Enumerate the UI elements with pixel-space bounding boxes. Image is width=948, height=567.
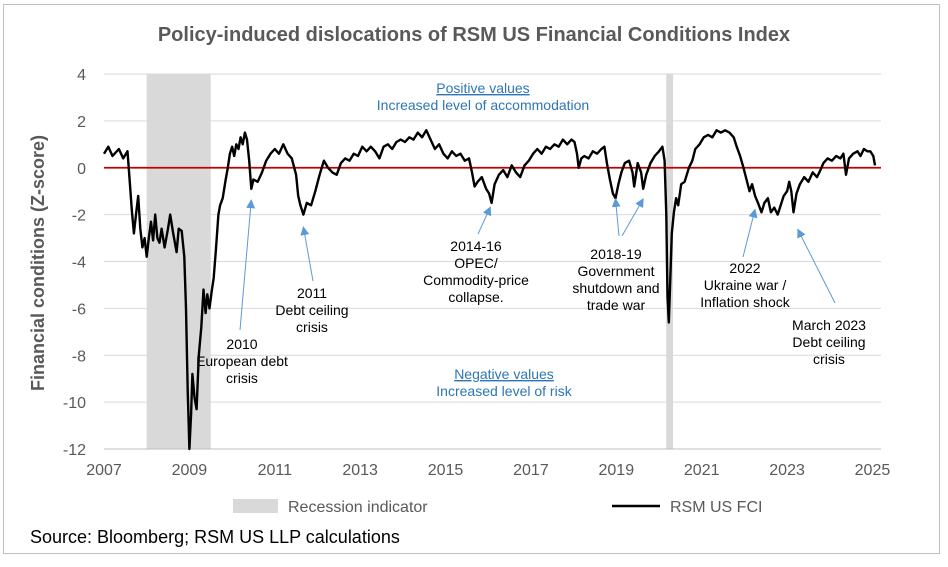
annotation-2011-line2: Debt ceiling	[275, 302, 348, 318]
y-tick-label: -2	[72, 208, 86, 225]
annotation-2011-line3: crisis	[296, 319, 328, 335]
annotation-2022: 2022 Ukraine war / Inflation shock	[700, 208, 791, 310]
top-note: Positive values Increased level of accom…	[377, 80, 589, 113]
x-tick-label: 2023	[769, 462, 805, 479]
bottom-note: Negative values Increased level of risk	[436, 366, 572, 399]
annotation-2010-line2: European debt	[196, 353, 288, 369]
source-note: Source: Bloomberg; RSM US LLP calculatio…	[30, 527, 400, 547]
annotation-2011-arrow	[300, 226, 314, 282]
y-axis-ticks: 4 2 0 -2 -4 -6 -8 -10 -12	[63, 67, 86, 459]
annotation-2018-19-line1: 2018-19	[590, 246, 642, 262]
annotation-march-2023-line1: March 2023	[792, 317, 866, 333]
y-tick-label: 4	[77, 67, 86, 84]
bottom-note-line2: Increased level of risk	[436, 383, 572, 399]
bottom-note-line1: Negative values	[454, 366, 554, 382]
y-tick-label: 0	[77, 161, 86, 178]
x-tick-label: 2007	[86, 462, 122, 479]
y-tick-label: -10	[63, 395, 86, 412]
annotation-2010-arrow	[239, 199, 256, 331]
annotation-2010-line1: 2010	[226, 336, 257, 352]
top-note-line2: Increased level of accommodation	[377, 97, 589, 113]
chart-title: Policy-induced dislocations of RSM US Fi…	[158, 24, 790, 46]
series-line-rsm-us-fci	[102, 129, 877, 451]
annotation-2018-19-line2: Government	[577, 263, 654, 279]
annotation-march-2023-line3: crisis	[813, 351, 845, 367]
y-tick-label: -6	[72, 301, 86, 318]
annotation-2018-19-arrow-a	[611, 197, 621, 237]
annotation-2018-19-line4: trade war	[587, 297, 646, 313]
annotation-2014-16-line2: OPEC/	[454, 255, 498, 271]
x-tick-label: 2009	[172, 462, 208, 479]
y-tick-label: -12	[63, 442, 86, 459]
x-tick-label: 2025	[855, 462, 891, 479]
annotation-march-2023-line2: Debt ceiling	[792, 334, 865, 350]
annotation-2018-19-line3: shutdown and	[572, 280, 659, 296]
annotation-march-2023-arrow	[797, 228, 836, 304]
annotation-2014-16: 2014-16 OPEC/ Commodity-price collapse.	[423, 206, 529, 305]
x-tick-label: 2021	[684, 462, 720, 479]
legend-recession-swatch	[233, 499, 278, 513]
legend-recession-label: Recession indicator	[288, 499, 428, 516]
annotation-2014-16-line3: Commodity-price	[423, 272, 529, 288]
x-tick-label: 2017	[513, 462, 549, 479]
annotation-2010-line3: crisis	[226, 370, 258, 386]
gridlines	[104, 73, 881, 450]
annotation-2011: 2011 Debt ceiling crisis	[275, 226, 349, 335]
annotation-2011-line1: 2011	[297, 285, 327, 301]
annotation-march-2023: March 2023 Debt ceiling crisis	[792, 228, 866, 367]
annotation-2014-16-line1: 2014-16	[450, 238, 502, 254]
annotation-2022-line1: 2022	[729, 260, 760, 276]
x-tick-label: 2015	[428, 462, 464, 479]
annotation-2014-16-arrow	[477, 206, 492, 235]
annotation-2014-16-line4: collapse.	[448, 289, 503, 305]
x-axis-ticks: 2007 2009 2011 2013 2015 2017 2019 2021 2023 2025	[86, 462, 890, 479]
top-note-line1: Positive values	[436, 80, 529, 96]
annotations: 2010 European debt crisis 2011 Debt ceil…	[196, 197, 866, 386]
annotation-2018-19-arrow-b	[621, 198, 644, 237]
y-axis-label: Financial conditions (Z-score)	[28, 135, 48, 391]
x-tick-label: 2011	[258, 462, 293, 479]
legend: Recession indicator RSM US FCI	[233, 499, 762, 516]
y-tick-label: -4	[72, 255, 86, 272]
x-tick-label: 2019	[599, 462, 635, 479]
annotation-2010: 2010 European debt crisis	[196, 199, 288, 386]
annotation-2022-line2: Ukraine war /	[704, 277, 787, 293]
annotation-2022-line3: Inflation shock	[700, 294, 790, 310]
y-tick-label: 2	[77, 114, 86, 131]
annotation-2018-19: 2018-19 Government shutdown and trade wa…	[572, 197, 660, 313]
legend-series-label: RSM US FCI	[670, 499, 762, 516]
x-tick-label: 2013	[342, 462, 378, 479]
y-tick-label: -8	[72, 348, 86, 365]
annotation-2022-arrow	[742, 208, 758, 258]
